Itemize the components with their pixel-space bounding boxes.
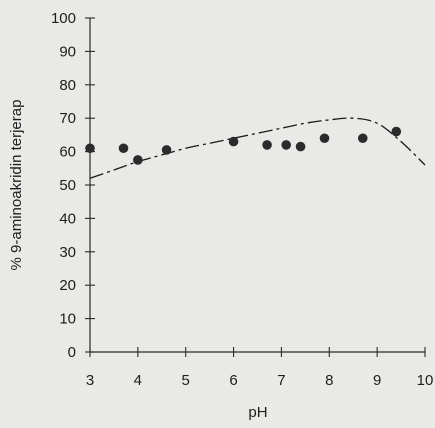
y-ticks: 0 10 20 30 40 50 60 70 80 90 100 (51, 10, 95, 361)
data-point (133, 155, 143, 165)
data-point (391, 126, 402, 137)
x-tick-label: 9 (373, 372, 381, 389)
y-tick-label: 80 (59, 77, 76, 94)
axes (89, 18, 425, 353)
x-tick-label: 10 (417, 372, 434, 389)
y-tick-label: 20 (59, 277, 76, 294)
data-point (295, 141, 306, 152)
y-tick-label: 50 (59, 177, 76, 194)
y-tick-label: 40 (59, 210, 76, 227)
y-tick-label: 0 (68, 344, 76, 361)
y-tick-label: 60 (59, 144, 76, 161)
data-point (85, 143, 95, 154)
x-tick-label: 8 (325, 372, 333, 389)
x-tick-label: 6 (229, 372, 237, 389)
y-tick-label: 100 (51, 10, 76, 27)
data-point (161, 145, 172, 155)
x-tick-label: 4 (134, 372, 142, 389)
data-point (228, 136, 239, 147)
y-tick-label: 30 (59, 244, 76, 261)
fit-curve (89, 117, 426, 179)
data-point (281, 140, 292, 150)
y-axis-title: % 9-aminoakridin terjerap (8, 100, 25, 271)
x-ticks: 3 4 5 6 7 8 9 10 (86, 347, 434, 389)
y-tick-label: 70 (59, 110, 76, 127)
data-point (118, 143, 129, 154)
x-tick-label: 3 (86, 372, 94, 389)
x-tick-label: 7 (277, 372, 285, 389)
y-tick-label: 90 (59, 43, 76, 60)
data-point (357, 133, 368, 144)
data-point (319, 133, 330, 144)
x-axis-title: pH (248, 404, 267, 421)
y-tick-label: 10 (59, 311, 76, 328)
data-point (262, 140, 272, 150)
data-points (85, 126, 402, 165)
x-tick-label: 5 (182, 372, 190, 389)
